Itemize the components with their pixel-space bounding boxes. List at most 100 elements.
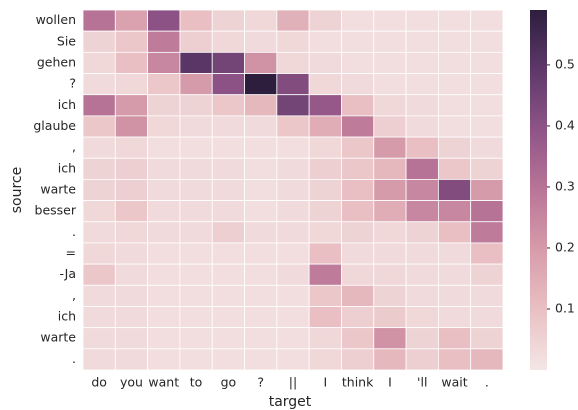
heat-cell xyxy=(276,157,310,180)
heat-cell xyxy=(276,30,310,53)
heat-cell xyxy=(179,73,213,96)
heat-cell xyxy=(147,200,181,223)
heat-cell xyxy=(437,94,472,117)
colorbar-tick-label: 0.4 xyxy=(555,117,575,132)
heat-cell xyxy=(437,242,472,265)
heat-cell xyxy=(341,30,375,53)
heat-cell xyxy=(373,9,407,32)
colorbar-tick-label: 0.5 xyxy=(555,56,575,71)
heat-cell xyxy=(82,284,116,307)
heat-cell xyxy=(114,242,149,265)
heat-cell xyxy=(211,348,245,371)
heat-cell xyxy=(308,348,342,371)
heat-cell xyxy=(437,284,472,307)
heat-cell xyxy=(82,115,116,138)
heat-cell xyxy=(244,221,278,244)
heat-cell xyxy=(179,221,213,244)
heat-cell xyxy=(244,327,278,350)
heat-cell xyxy=(114,115,149,138)
heat-cell xyxy=(82,94,116,117)
x-tick-label: I xyxy=(323,375,327,390)
heat-cell xyxy=(341,136,375,159)
heat-cell xyxy=(211,327,245,350)
heat-cell xyxy=(114,136,149,159)
heat-cell xyxy=(308,221,342,244)
heat-cell xyxy=(244,73,278,96)
heat-cell xyxy=(470,284,504,307)
heat-cell xyxy=(373,284,407,307)
heat-cell xyxy=(179,348,213,371)
heat-cell xyxy=(405,306,439,329)
heat-cell xyxy=(147,348,181,371)
heat-cell xyxy=(244,263,278,286)
heat-cell xyxy=(244,284,278,307)
heat-cell xyxy=(114,306,149,329)
heat-cell xyxy=(470,73,504,96)
heat-cell xyxy=(82,327,116,350)
heat-cell xyxy=(244,179,278,201)
heat-cell xyxy=(276,73,310,96)
x-tick-label: || xyxy=(289,375,297,390)
heat-cell xyxy=(405,9,439,32)
heat-cell xyxy=(147,242,181,265)
heat-cell xyxy=(276,51,310,74)
heat-cell xyxy=(470,348,504,371)
heat-cell xyxy=(341,157,375,180)
heat-cell xyxy=(373,327,407,350)
heat-cell xyxy=(373,179,407,201)
heat-cell xyxy=(437,263,472,286)
heat-cell xyxy=(276,221,310,244)
heat-cell xyxy=(308,284,342,307)
heat-cell xyxy=(373,94,407,117)
heat-cell xyxy=(114,94,149,117)
heat-cell xyxy=(437,73,472,96)
heat-cell xyxy=(341,51,375,74)
heat-cell xyxy=(114,157,149,180)
heat-cell xyxy=(341,242,375,265)
heat-cell xyxy=(211,115,245,138)
heat-cell xyxy=(308,136,342,159)
heat-cell xyxy=(82,242,116,265)
heat-cell xyxy=(179,136,213,159)
heat-cell xyxy=(308,306,342,329)
heat-cell xyxy=(82,73,116,96)
heat-cell xyxy=(179,306,213,329)
heat-cell xyxy=(147,73,181,96)
heat-cell xyxy=(244,9,278,32)
heat-cell xyxy=(114,263,149,286)
heat-cell xyxy=(276,327,310,350)
y-tick-label: warte xyxy=(40,182,76,197)
heat-cell xyxy=(437,348,472,371)
heat-cell xyxy=(373,136,407,159)
heat-cell xyxy=(244,115,278,138)
x-axis-label: target xyxy=(269,394,312,410)
heat-cell xyxy=(211,157,245,180)
heat-cell xyxy=(179,157,213,180)
heat-cell xyxy=(405,73,439,96)
heat-cell xyxy=(405,136,439,159)
heat-cell xyxy=(179,284,213,307)
heat-cell xyxy=(437,327,472,350)
y-tick-label: -Ja xyxy=(59,266,76,281)
x-tick-label: think xyxy=(342,375,374,390)
y-tick-label: ich xyxy=(58,309,76,324)
heat-cell xyxy=(373,242,407,265)
heat-cell xyxy=(308,73,342,96)
heat-cell xyxy=(373,263,407,286)
heat-cell xyxy=(470,221,504,244)
x-tick-label: . xyxy=(485,375,489,390)
heat-cell xyxy=(405,30,439,53)
heat-cell xyxy=(244,51,278,74)
heat-cell xyxy=(179,30,213,53)
heat-cell xyxy=(470,94,504,117)
heat-cell xyxy=(341,94,375,117)
heat-cell xyxy=(341,115,375,138)
y-tick-label: ? xyxy=(69,76,76,91)
heat-cell xyxy=(308,242,342,265)
heat-cell xyxy=(308,327,342,350)
heat-cell xyxy=(147,221,181,244)
x-tick-label: go xyxy=(221,375,237,390)
heat-cell xyxy=(244,242,278,265)
heat-cell xyxy=(147,306,181,329)
